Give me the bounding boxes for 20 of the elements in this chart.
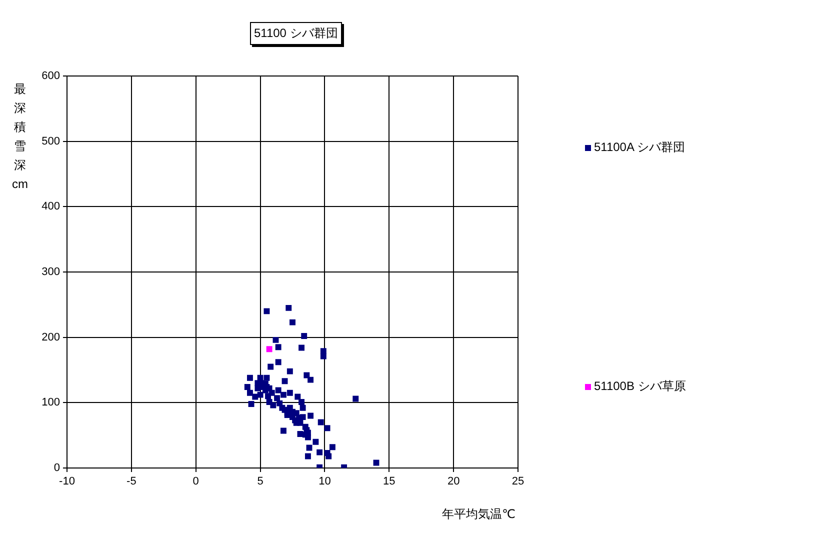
x-axis-title: 年平均気温℃ [442, 506, 516, 523]
x-tick-label: -10 [59, 476, 75, 488]
x-tick-label: 0 [192, 476, 199, 488]
y-tick-label: 200 [42, 331, 60, 344]
y-tick-label: 300 [42, 266, 60, 278]
legend-label: 51100B シバ草原 [594, 378, 686, 395]
y-axis-title: 最深積雪深cm [11, 81, 29, 193]
x-tick-label: 5 [257, 476, 264, 488]
chart-title: 51100 シバ群団 [250, 22, 342, 45]
y-tick-label: 100 [42, 396, 60, 409]
y-tick-label: 400 [42, 200, 60, 213]
x-tick-label: -5 [126, 476, 136, 488]
x-tick-label: 10 [318, 476, 331, 488]
y-tick-label: 0 [54, 462, 60, 474]
x-tick-label: 25 [512, 476, 524, 488]
x-tick-label: 20 [447, 476, 460, 488]
y-tick-label: 500 [42, 135, 60, 148]
legend-label: 51100A シバ群団 [594, 139, 686, 156]
y-tick-label: 600 [42, 70, 60, 82]
x-tick-label: 15 [383, 476, 396, 488]
